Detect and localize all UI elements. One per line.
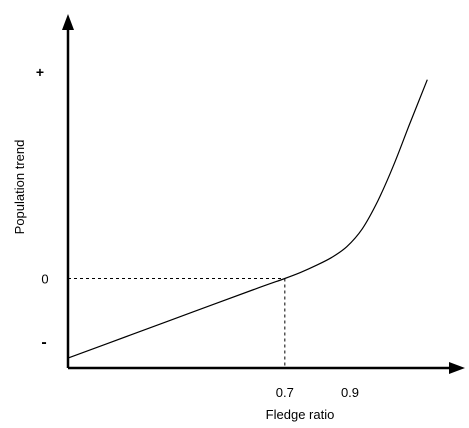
x-tick-label: 0.7 (276, 385, 294, 400)
y-axis-arrow-icon (62, 14, 74, 30)
reference-lines (68, 278, 286, 368)
x-axis-arrow-icon (449, 362, 465, 374)
y-tick-label-zero: 0 (41, 272, 48, 287)
y-tick-label-plus: + (36, 64, 44, 80)
x-tick-label: 0.9 (341, 385, 359, 400)
x-tick-labels: 0.7 0.9 (276, 385, 359, 400)
x-axis-label: Fledge ratio (266, 407, 335, 422)
series-line (67, 79, 428, 359)
y-tick-labels: + 0 - (36, 64, 49, 351)
y-axis-label: Population trend (12, 140, 27, 235)
axes (62, 14, 465, 374)
y-tick-label-minus: - (41, 334, 46, 351)
